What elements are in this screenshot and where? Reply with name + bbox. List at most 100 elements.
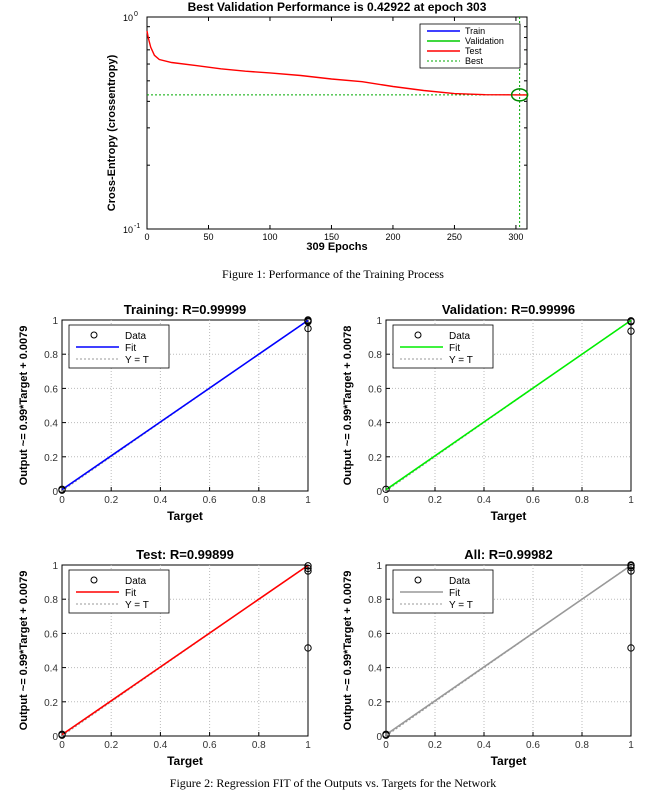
regression-x-tick-label: 0	[383, 740, 389, 751]
regression-title: Training: R=0.99999	[124, 302, 246, 317]
regression-title: Test: R=0.99899	[136, 547, 234, 562]
regression-legend-label: Fit	[449, 343, 460, 354]
regression-y-tick-label: 0	[376, 732, 382, 743]
regression-x-tick-label: 0.4	[477, 495, 491, 506]
regression-data-point	[58, 486, 66, 494]
regression-xlabel: Target	[167, 754, 203, 768]
performance-legend-label-validation: Validation	[465, 36, 504, 46]
regression-x-tick-label: 0.4	[477, 740, 491, 751]
regression-x-tick-label: 0.2	[104, 495, 118, 506]
performance-x-tick-label: 100	[262, 232, 277, 242]
regression-legend-label: Fit	[125, 588, 136, 599]
performance-y-tick-label: 10	[123, 225, 133, 235]
regression-x-tick-label: 1	[305, 740, 311, 751]
performance-ylabel: Cross-Entropy (crossentropy)	[106, 54, 118, 211]
regression-data-point	[58, 731, 66, 739]
performance-y-tick-exponent: -1	[134, 223, 140, 230]
regression-panel-1: 00 0.2 0.2 0.4 0.4 0.6 0.6 0.8 0.8 1 1 Training: R=…	[18, 302, 312, 523]
regression-y-tick-label: 0	[376, 487, 382, 498]
regression-legend-label: Data	[125, 331, 147, 342]
regression-xlabel: Target	[167, 509, 203, 523]
regression-y-tick-label: 0.2	[44, 453, 58, 464]
regression-legend-label: Y = T	[449, 600, 473, 611]
regression-x-tick-label: 1	[305, 495, 311, 506]
performance-x-tick-label: 50	[203, 232, 213, 242]
regression-data-point	[304, 644, 312, 652]
regression-title: Validation: R=0.99996	[442, 302, 575, 317]
regression-y-tick-label: 0.2	[368, 698, 382, 709]
regression-x-tick-label: 0.2	[428, 740, 442, 751]
regression-legend-marker-data	[90, 576, 98, 584]
regression-data-point	[627, 567, 635, 575]
regression-x-tick-label: 0.6	[526, 495, 540, 506]
regression-y-tick-label: 0.6	[368, 629, 382, 640]
regression-y-tick-label: 0.6	[44, 384, 58, 395]
regression-y-tick-label: 0.8	[368, 595, 382, 606]
regression-legend-label: Fit	[125, 343, 136, 354]
regression-panel-3: 00 0.2 0.2 0.4 0.4 0.6 0.6 0.8 0.8 1 1 Test: R=0.99…	[18, 547, 312, 768]
regression-data-point	[627, 563, 635, 572]
regression-fit-line	[385, 564, 632, 736]
regression-x-tick-label: 0.6	[203, 495, 217, 506]
regression-data-point	[304, 564, 312, 573]
regression-x-tick-label: 1	[628, 495, 634, 506]
regression-legend-label: Y = T	[125, 600, 149, 611]
performance-title: Best Validation Performance is 0.42922 a…	[188, 0, 487, 14]
regression-y-tick-label: 1	[52, 316, 58, 327]
regression-x-tick-label: 0.6	[203, 740, 217, 751]
regression-x-tick-label: 0.6	[526, 740, 540, 751]
regression-data-point	[304, 567, 312, 575]
regression-y-tick-label: 1	[52, 561, 58, 572]
figure-2-caption: Figure 2: Regression FIT of the Outputs …	[169, 776, 497, 790]
figure-1-caption: Figure 1: Performance of the Training Pr…	[222, 267, 444, 281]
regression-x-tick-label: 0	[59, 495, 65, 506]
performance-legend-label-best: Best	[465, 56, 484, 66]
performance-x-tick-label: 250	[447, 232, 462, 242]
regression-data-point	[382, 485, 390, 493]
regression-y-tick-label: 0.2	[44, 698, 58, 709]
performance-best-marker	[510, 88, 529, 102]
regression-legend-label: Data	[449, 331, 471, 342]
regression-ylabel: Output ~= 0.99*Target + 0.0079	[18, 571, 30, 731]
regression-y-tick-label: 0.4	[368, 419, 382, 430]
regression-legend-label: Y = T	[125, 355, 149, 366]
regression-data-point	[304, 562, 312, 570]
regression-y-tick-label: 1	[376, 561, 382, 572]
regression-ylabel: Output ~= 0.99*Target + 0.0078	[342, 326, 354, 486]
regression-y-tick-label: 1	[376, 316, 382, 327]
regression-legend-marker-data	[414, 576, 422, 584]
regression-fit-line	[61, 564, 309, 736]
regression-legend-label: Data	[125, 576, 147, 587]
regression-ylabel: Output ~= 0.99*Target + 0.0079	[342, 571, 354, 731]
performance-x-tick-label: 150	[324, 232, 339, 242]
performance-x-tick-label: 0	[144, 232, 149, 242]
regression-legend-label: Y = T	[449, 355, 473, 366]
regression-data-point	[304, 324, 312, 333]
regression-legend-marker-data	[90, 331, 98, 339]
performance-x-tick-label: 200	[385, 232, 400, 242]
regression-legend-label: Fit	[449, 588, 460, 599]
regression-x-tick-label: 0.8	[252, 495, 266, 506]
regression-panel-4: 00 0.2 0.2 0.4 0.4 0.6 0.6 0.8 0.8 1 1 All: R=0.999…	[342, 547, 635, 768]
regression-y-tick-label: 0.4	[44, 664, 58, 675]
regression-x-tick-label: 0.8	[252, 740, 266, 751]
regression-title: All: R=0.99982	[464, 547, 553, 562]
regression-y-tick-label: 0.4	[368, 664, 382, 675]
regression-y-tick-label: 0.8	[368, 350, 382, 361]
regression-y-tick-label: 0	[52, 487, 58, 498]
regression-x-tick-label: 0.2	[104, 740, 118, 751]
regression-x-tick-label: 1	[628, 740, 634, 751]
regression-y-tick-label: 0.4	[44, 419, 58, 430]
regression-x-tick-label: 0.4	[153, 495, 167, 506]
performance-legend-label-test: Test	[465, 46, 482, 56]
regression-y-tick-label: 0.6	[368, 384, 382, 395]
regression-x-tick-label: 0	[59, 740, 65, 751]
performance-x-tick-label: 300	[508, 232, 523, 242]
regression-data-point	[627, 318, 635, 326]
performance-legend-label-train: Train	[465, 26, 485, 36]
performance-y-tick-exponent: 0	[134, 11, 138, 18]
regression-x-tick-label: 0	[383, 495, 389, 506]
regression-y-tick-label: 0.6	[44, 629, 58, 640]
